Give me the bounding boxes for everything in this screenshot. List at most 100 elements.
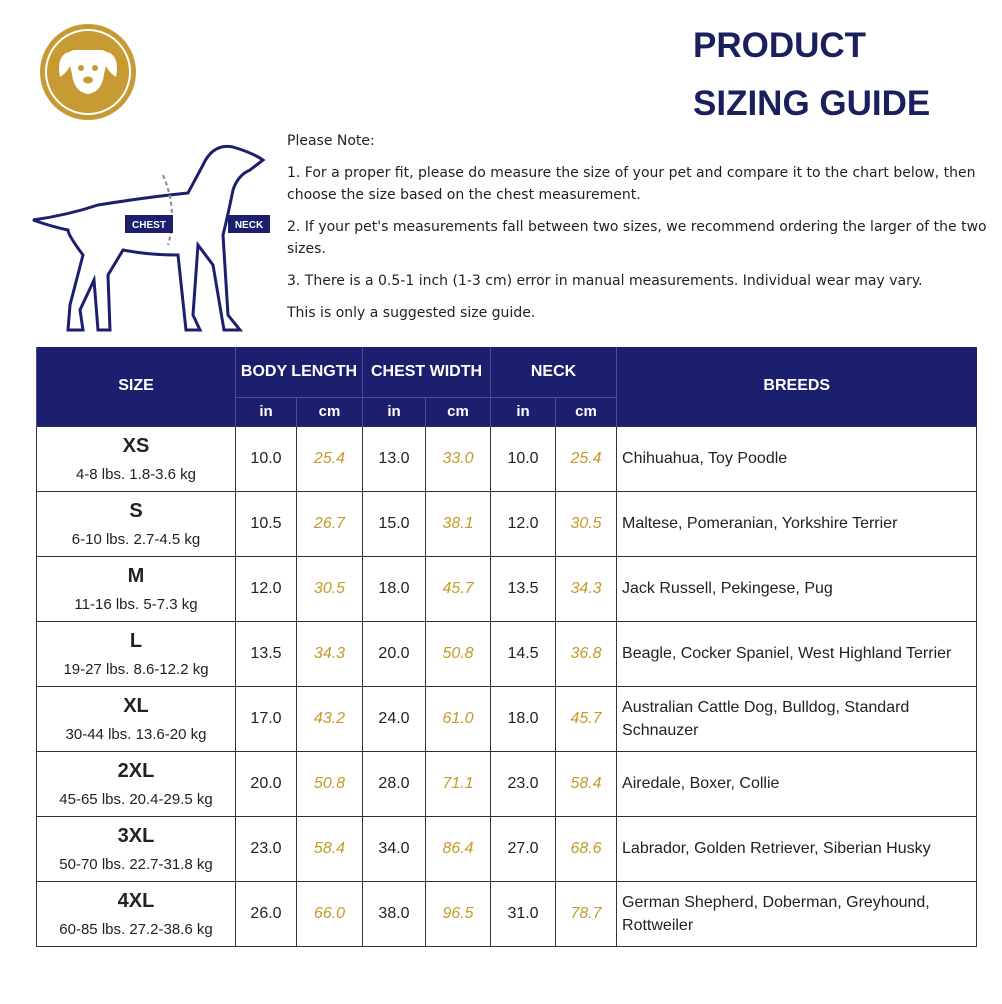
size: M	[127, 564, 145, 587]
measure-cell: 25.4	[296, 425, 363, 492]
measure-cell: 86.4	[424, 815, 492, 882]
table-row: XL 30-44 lbs. 13.6-20 kg 17.0 43.2 24.0 61.0 1…	[36, 685, 978, 752]
measure-cell: 33.0	[424, 425, 492, 492]
unit-header: cm	[424, 396, 491, 426]
header-cell: SIZE	[36, 347, 236, 426]
unit-header: cm	[296, 396, 363, 426]
measure-cell: 10.0	[235, 425, 297, 492]
measure-cell: 25.4	[555, 425, 618, 492]
measure-cell: 34.3	[296, 620, 363, 687]
breeds-cell: Chihuahua, Toy Poodle	[616, 425, 978, 492]
measure-cell: 10.0	[490, 425, 557, 492]
note-item: 3. There is a 0.5-1 inch (1-3 cm) error …	[287, 273, 923, 289]
breeds-cell: Labrador, Golden Retriever, Siberian Hus…	[616, 815, 978, 882]
header-cell: BREEDS	[616, 347, 977, 426]
dog-illustration: CHEST NECK	[32, 144, 270, 332]
measure-cell: 30.5	[555, 490, 618, 557]
weight: 50-70 lbs. 22.7-31.8 kg	[59, 855, 213, 873]
measure-cell: 15.0	[362, 490, 426, 557]
size: 3XL	[117, 824, 155, 847]
unit-header: cm	[555, 396, 617, 426]
title: SIZING GUIDE	[693, 84, 931, 123]
measure-cell: 23.0	[490, 750, 557, 817]
measure-cell: 96.5	[424, 880, 492, 947]
size-cell: L 19-27 lbs. 8.6-12.2 kg	[36, 620, 236, 687]
table-row: 2XL 45-65 lbs. 20.4-29.5 kg 20.0 50.8 28.0 71…	[36, 750, 978, 817]
measure-cell: 66.0	[296, 880, 363, 947]
weight: 11-16 lbs. 5-7.3 kg	[74, 595, 198, 613]
note-item: 2. If your pet's measurements fall betwe…	[287, 219, 987, 257]
measure-cell: 17.0	[235, 685, 297, 752]
measure-cell: 27.0	[490, 815, 557, 882]
measure-cell: 13.5	[490, 555, 557, 622]
size: 4XL	[117, 889, 155, 912]
logo	[40, 24, 136, 120]
breeds-cell: Maltese, Pomeranian, Yorkshire Terrier	[616, 490, 978, 557]
unit-header: in	[235, 396, 297, 426]
size-cell: 2XL 45-65 lbs. 20.4-29.5 kg	[36, 750, 236, 817]
measure-cell: 13.5	[235, 620, 297, 687]
notes: Please Note: 1. For a proper fit, please…	[287, 130, 987, 334]
size-cell: 4XL 60-85 lbs. 27.2-38.6 kg	[36, 880, 236, 947]
measure-cell: 23.0	[235, 815, 297, 882]
size: XL	[123, 694, 149, 717]
measure-cell: 12.0	[490, 490, 557, 557]
size: 2XL	[117, 759, 155, 782]
weight: 30-44 lbs. 13.6-20 kg	[65, 725, 207, 743]
measure-cell: 38.0	[362, 880, 426, 947]
neck-label: NECK	[235, 220, 264, 231]
notes-heading: Please Note:	[287, 133, 375, 149]
table-row: M 11-16 lbs. 5-7.3 kg 12.0 30.5 18.0 45.7 13.5…	[36, 555, 978, 622]
unit-header: in	[362, 396, 426, 426]
table-row: S 6-10 lbs. 2.7-4.5 kg 10.5 26.7 15.0 38.1 12.…	[36, 490, 978, 557]
measure-cell: 36.8	[555, 620, 618, 687]
measure-cell: 31.0	[490, 880, 557, 947]
measure-cell: 20.0	[235, 750, 297, 817]
table-row: 4XL 60-85 lbs. 27.2-38.6 kg 26.0 66.0 38.0 96…	[36, 880, 978, 947]
size-cell: XS 4-8 lbs. 1.8-3.6 kg	[36, 425, 236, 492]
size: S	[129, 499, 143, 522]
table-row: XS 4-8 lbs. 1.8-3.6 kg 10.0 25.4 13.0 33.0 10.…	[36, 425, 978, 492]
measure-cell: 34.0	[362, 815, 426, 882]
breeds-cell: Airedale, Boxer, Collie	[616, 750, 978, 817]
measure-cell: 18.0	[362, 555, 426, 622]
measure-cell: 14.5	[490, 620, 557, 687]
size-cell: M 11-16 lbs. 5-7.3 kg	[36, 555, 236, 622]
header-cell: BODY LENGTH	[235, 347, 363, 397]
header-cell: NECK	[490, 347, 617, 397]
measure-cell: 50.8	[424, 620, 492, 687]
size-cell: 3XL 50-70 lbs. 22.7-31.8 kg	[36, 815, 236, 882]
measure-cell: 43.2	[296, 685, 363, 752]
measure-cell: 13.0	[362, 425, 426, 492]
weight: 6-10 lbs. 2.7-4.5 kg	[71, 530, 201, 548]
unit-header: in	[490, 396, 556, 426]
note-item: 1. For a proper fit, please do measure t…	[287, 165, 976, 203]
weight: 19-27 lbs. 8.6-12.2 kg	[63, 660, 209, 678]
size-table: SIZE BODY LENGTH CHEST WIDTH NECK BREEDS…	[36, 347, 978, 947]
weight: 4-8 lbs. 1.8-3.6 kg	[75, 465, 197, 483]
note-footer: This is only a suggested size guide.	[287, 305, 536, 321]
measure-cell: 71.1	[424, 750, 492, 817]
weight: 45-65 lbs. 20.4-29.5 kg	[59, 790, 213, 808]
measure-cell: 58.4	[296, 815, 363, 882]
measure-cell: 28.0	[362, 750, 426, 817]
table-row: L 19-27 lbs. 8.6-12.2 kg 13.5 34.3 20.0 50.8 1…	[36, 620, 978, 687]
measure-cell: 30.5	[296, 555, 363, 622]
breeds-cell: Jack Russell, Pekingese, Pug	[616, 555, 978, 622]
title: PRODUCT	[693, 26, 867, 65]
measure-cell: 20.0	[362, 620, 426, 687]
measure-cell: 26.0	[235, 880, 297, 947]
measure-cell: 50.8	[296, 750, 363, 817]
measure-cell: 45.7	[424, 555, 492, 622]
measure-cell: 38.1	[424, 490, 492, 557]
measure-cell: 26.7	[296, 490, 363, 557]
measure-cell: 12.0	[235, 555, 297, 622]
size: XS	[122, 434, 150, 457]
weight: 60-85 lbs. 27.2-38.6 kg	[59, 920, 213, 938]
chest-label: CHEST	[132, 220, 166, 231]
size-cell: S 6-10 lbs. 2.7-4.5 kg	[36, 490, 236, 557]
breeds-cell: German Shepherd, Doberman, Greyhound, Ro…	[616, 880, 978, 947]
measure-cell: 61.0	[424, 685, 492, 752]
size-cell: XL 30-44 lbs. 13.6-20 kg	[36, 685, 236, 752]
